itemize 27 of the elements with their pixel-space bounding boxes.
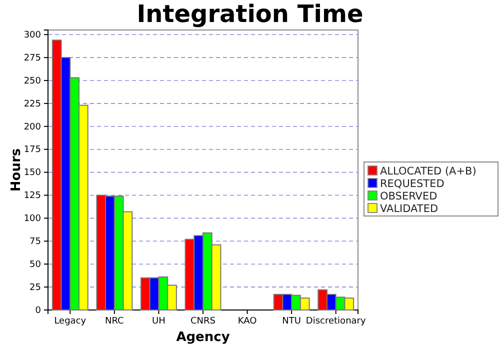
y-tick-label: 25 xyxy=(30,282,41,293)
y-tick-label: 300 xyxy=(24,30,42,40)
y-tick-label: 175 xyxy=(24,145,41,156)
x-tick-label: NTU xyxy=(282,316,301,326)
y-tick-label: 250 xyxy=(24,76,42,86)
y-tick-label: 275 xyxy=(24,53,41,64)
legend-label: VALIDATED xyxy=(380,203,438,215)
x-tick-label: Legacy xyxy=(54,316,87,326)
y-tick-label: 150 xyxy=(24,168,42,178)
y-tick-label: 125 xyxy=(24,191,41,202)
x-tick-label: KAO xyxy=(238,316,257,326)
legend-label: OBSERVED xyxy=(380,190,438,202)
x-tick-label: Discretionary xyxy=(306,316,366,326)
x-tick-label: UH xyxy=(152,316,166,326)
y-tick-label: 200 xyxy=(24,122,42,132)
chart-title: Integration Time xyxy=(136,0,364,28)
legend-label: ALLOCATED (A+B) xyxy=(380,166,476,178)
y-tick-label: 0 xyxy=(35,306,42,316)
y-axis-title: Hours xyxy=(9,148,24,192)
y-tick-label: 75 xyxy=(30,237,41,248)
y-tick-label: 100 xyxy=(24,214,42,224)
x-tick-label: CNRS xyxy=(190,316,216,326)
legend-label: REQUESTED xyxy=(380,178,444,190)
x-axis-title: Agency xyxy=(176,330,230,345)
y-tick-label: 225 xyxy=(24,99,41,110)
x-tick-label: NRC xyxy=(105,316,124,326)
y-tick-label: 50 xyxy=(30,260,42,270)
